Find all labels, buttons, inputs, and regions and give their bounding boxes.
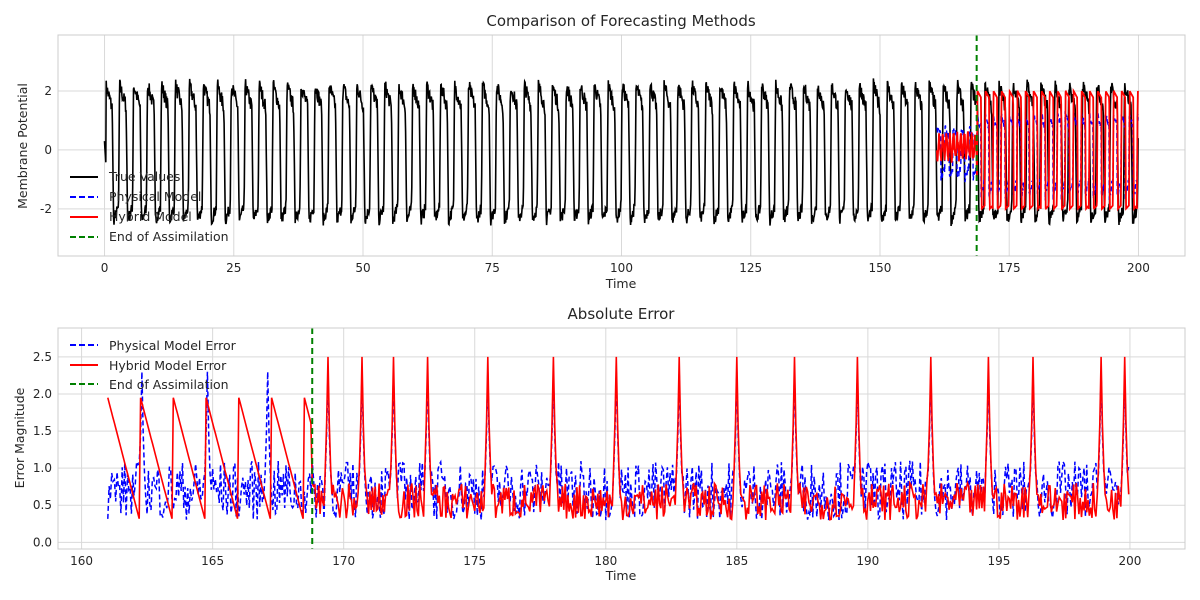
error-lines: [107, 328, 1130, 549]
x-tick-label: 180: [594, 554, 617, 568]
x-tick-label: 75: [485, 261, 500, 275]
x-tick-label: 100: [610, 261, 633, 275]
forecast-y-axis-label: Membrane Potential: [15, 83, 30, 209]
y-tick-label: 2.5: [33, 350, 52, 364]
error-chart-title: Absolute Error: [568, 305, 676, 323]
y-tick-label: 1.0: [33, 461, 52, 475]
error-y-axis-label: Error Magnitude: [12, 387, 27, 488]
forecast-y-ticks: -2 0 2: [40, 84, 52, 216]
forecast-x-ticks: 0 25 50 75 100 125 150 175 200: [101, 261, 1150, 275]
y-tick-label: 1.5: [33, 424, 52, 438]
legend-label-physical-model-error: Physical Model Error: [109, 338, 237, 353]
x-tick-label: 0: [101, 261, 109, 275]
legend-label-hybrid-model: Hybrid Model: [109, 209, 192, 224]
legend-label-hybrid-model-error: Hybrid Model Error: [109, 358, 227, 373]
x-tick-label: 125: [739, 261, 762, 275]
x-tick-label: 195: [987, 554, 1010, 568]
error-x-axis-label: Time: [605, 568, 637, 583]
x-tick-label: 150: [869, 261, 892, 275]
error-y-ticks: 0.0 0.5 1.0 1.5 2.0 2.5: [33, 350, 52, 549]
forecast-plot-frame: [57, 34, 1186, 257]
x-tick-label: 25: [226, 261, 241, 275]
x-tick-label: 170: [332, 554, 355, 568]
error-plot-frame: [57, 327, 1186, 550]
y-tick-label: 0.5: [33, 498, 52, 512]
x-tick-label: 175: [463, 554, 486, 568]
x-tick-label: 200: [1119, 554, 1142, 568]
forecast-lines: [103, 35, 1140, 256]
error-grid: [58, 328, 1185, 549]
forecast-legend: True Values Physical Model Hybrid Model …: [70, 169, 229, 244]
y-tick-label: 0.0: [33, 535, 52, 549]
forecast-panel: Comparison of Forecasting Methods 0 25 50 7…: [15, 12, 1186, 291]
x-tick-label: 185: [725, 554, 748, 568]
x-tick-label: 50: [355, 261, 370, 275]
series-line-hybrid-model-error: [107, 356, 1130, 521]
forecast-x-axis-label: Time: [605, 276, 637, 291]
y-tick-label: 2.0: [33, 387, 52, 401]
x-tick-label: 165: [201, 554, 224, 568]
legend-label-end-of-assimilation-2: End of Assimilation: [109, 377, 229, 392]
forecast-chart-title: Comparison of Forecasting Methods: [486, 12, 755, 30]
error-x-ticks: 160 165 170 175 180 185 190 195 200: [70, 554, 1141, 568]
series-line-hybrid-model: [936, 88, 1140, 212]
x-tick-label: 200: [1127, 261, 1150, 275]
legend-label-physical-model: Physical Model: [109, 189, 201, 204]
x-tick-label: 160: [70, 554, 93, 568]
x-tick-label: 190: [856, 554, 879, 568]
y-tick-label: 2: [44, 84, 52, 98]
y-tick-label: -2: [40, 202, 52, 216]
legend-label-end-of-assimilation: End of Assimilation: [109, 229, 229, 244]
y-tick-label: 0: [44, 143, 52, 157]
error-legend: Physical Model Error Hybrid Model Error …: [70, 338, 237, 392]
legend-label-true-values: True Values: [108, 169, 180, 184]
x-tick-label: 175: [998, 261, 1021, 275]
error-panel: Absolute Error 160 165 170 175 180 185 190 195 2…: [12, 305, 1186, 583]
series-line-true-values: [103, 78, 1139, 227]
